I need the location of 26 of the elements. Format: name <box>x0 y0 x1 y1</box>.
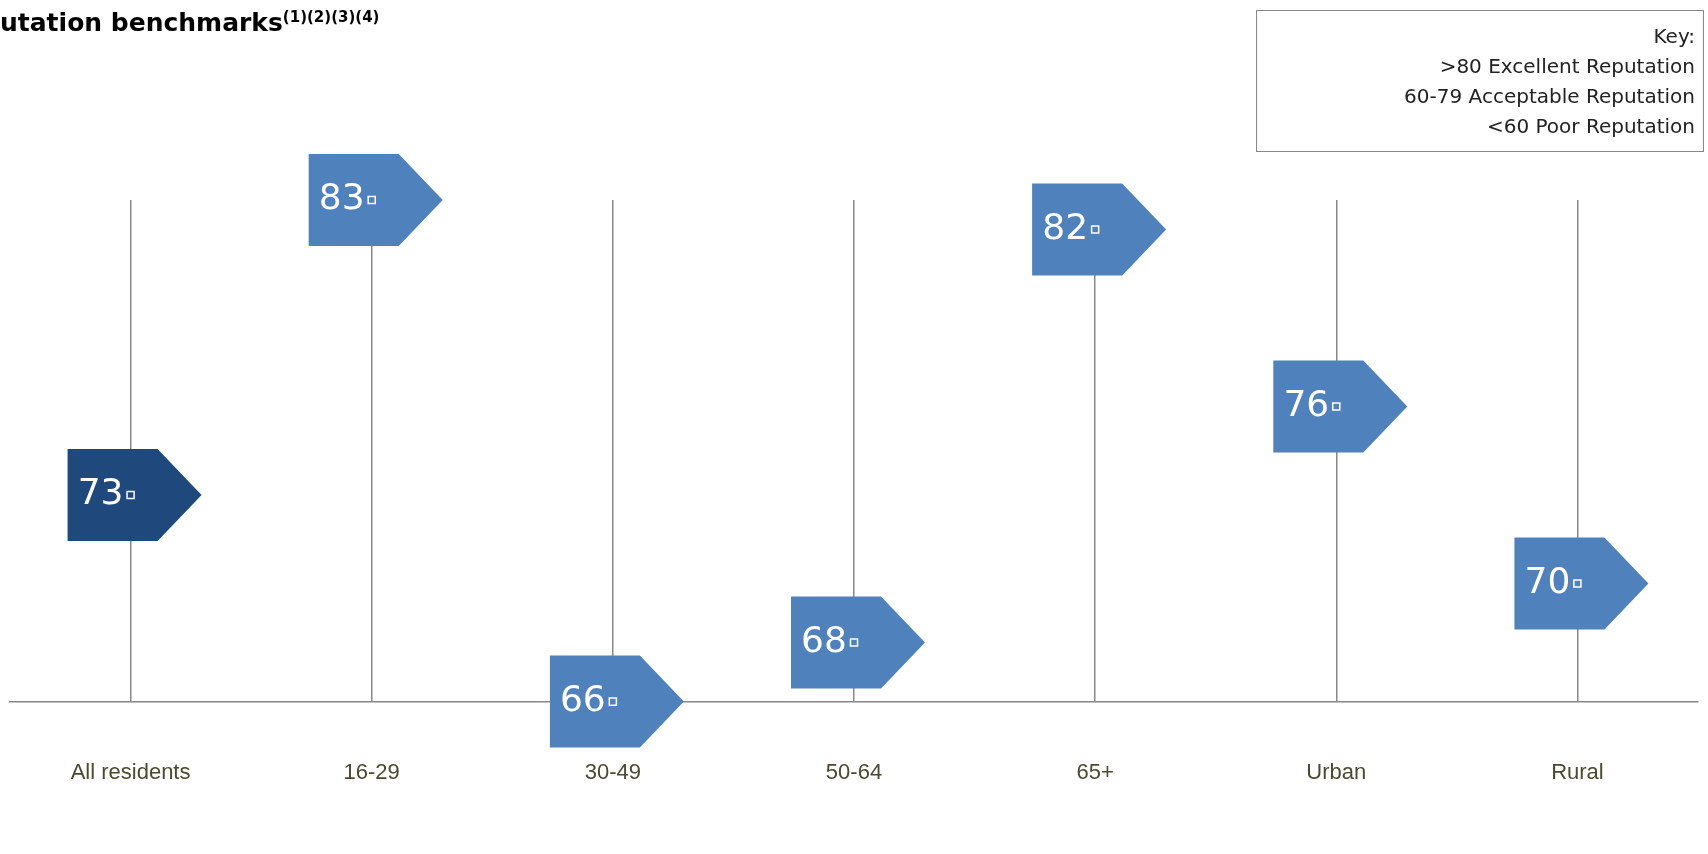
x-tick-label: Rural <box>1551 758 1604 784</box>
data-label: 76 <box>1283 382 1330 424</box>
data-label: 70 <box>1524 559 1571 601</box>
point <box>1332 402 1341 411</box>
data-label: 73 <box>77 471 124 513</box>
point <box>126 490 135 500</box>
data-label: 82 <box>1042 205 1089 247</box>
point <box>849 638 859 647</box>
text: <60 Poor Reputation <box>1485 113 1695 140</box>
data-label: 68 <box>801 618 847 660</box>
text: 60-79 Acceptable Reputation <box>1403 83 1695 110</box>
x-tick-label: 30-49 <box>584 758 641 784</box>
x-tick-label: 65+ <box>1076 758 1114 784</box>
point <box>1573 579 1582 588</box>
x-tick-label: Urban <box>1306 758 1367 784</box>
point <box>1090 225 1100 234</box>
x-tick-label: 50-64 <box>825 758 883 784</box>
point <box>608 697 618 706</box>
x-tick-label: All residents <box>70 758 191 784</box>
text: >80 Excellent Reputation <box>1438 53 1695 80</box>
data-label: 83 <box>318 176 365 218</box>
data-label: 66 <box>559 677 606 719</box>
text: Key: <box>1652 23 1695 50</box>
x-tick-label: 16-29 <box>343 758 400 784</box>
chart-title: utation benchmarks$^{(1)(2)(3)(4)}$ <box>0 8 380 38</box>
point <box>367 195 376 205</box>
